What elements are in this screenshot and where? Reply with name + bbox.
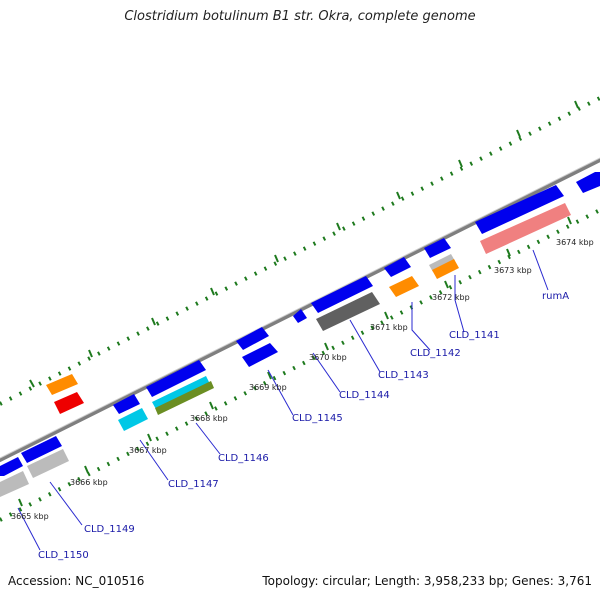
- gray-feature[interactable]: [429, 254, 455, 272]
- scale-label: 3665 kbp: [11, 512, 49, 521]
- inner-tick-ring: [0, 208, 600, 522]
- cds-feature[interactable]: [576, 172, 600, 193]
- scale-label: 3670 kbp: [309, 353, 347, 362]
- forward-strand-features: [0, 172, 600, 476]
- cds-feature[interactable]: [293, 309, 307, 323]
- outer-major-ticks: [29, 100, 579, 388]
- orange-feature[interactable]: [46, 374, 78, 395]
- red-feature[interactable]: [54, 392, 84, 414]
- cds-feature[interactable]: [21, 436, 62, 463]
- scale-label: 3667 kbp: [129, 446, 167, 455]
- gene-label[interactable]: CLD_1146: [218, 453, 269, 464]
- label-leader-lines: [17, 249, 549, 551]
- cds-feature[interactable]: [113, 394, 140, 414]
- scale-label: 3671 kbp: [370, 323, 408, 332]
- scale-labels: 3665 kbp 3666 kbp 3667 kbp 3668 kbp 3669…: [11, 238, 594, 521]
- cds-feature[interactable]: [146, 360, 206, 397]
- gene-label[interactable]: CLD_1143: [378, 370, 429, 381]
- cds-feature[interactable]: [236, 327, 269, 350]
- scale-label: 3668 kbp: [190, 414, 228, 423]
- cds-feature[interactable]: [424, 238, 451, 258]
- gene-label[interactable]: rumA: [542, 291, 569, 302]
- gene-labels: CLD_1150 CLD_1149 CLD_1147 CLD_1146 CLD_…: [38, 291, 569, 561]
- gene-label[interactable]: CLD_1147: [168, 479, 219, 490]
- darkgray-feature[interactable]: [316, 292, 380, 331]
- genome-backbone-highlight: [0, 157, 600, 459]
- other-features: [0, 203, 571, 497]
- cds-feature[interactable]: [242, 343, 278, 367]
- scale-label: 3674 kbp: [556, 238, 594, 247]
- scale-label: 3672 kbp: [432, 293, 470, 302]
- orange-feature[interactable]: [389, 276, 419, 297]
- gray-feature[interactable]: [0, 471, 29, 497]
- gene-label[interactable]: CLD_1144: [339, 390, 390, 401]
- gray-feature[interactable]: [27, 449, 69, 478]
- cds-feature[interactable]: [311, 276, 373, 313]
- map-title: Clostridium botulinum B1 str. Okra, comp…: [124, 9, 476, 24]
- major-ticks: [18, 216, 572, 507]
- pink-feature[interactable]: [480, 203, 571, 254]
- olive-feature[interactable]: [155, 381, 214, 415]
- cds-feature[interactable]: [384, 257, 411, 277]
- gene-label[interactable]: CLD_1141: [449, 330, 500, 341]
- scale-label: 3669 kbp: [249, 383, 287, 392]
- cds-feature[interactable]: [475, 185, 564, 234]
- orange-feature[interactable]: [432, 259, 459, 279]
- accession-text: Accession: NC_010516: [8, 574, 145, 588]
- genome-summary-text: Topology: circular; Length: 3,958,233 bp…: [262, 574, 592, 588]
- cyan-feature[interactable]: [152, 376, 211, 411]
- scale-label: 3673 kbp: [494, 266, 532, 275]
- outer-tick-ring: [0, 96, 600, 406]
- gene-label[interactable]: CLD_1145: [292, 413, 343, 424]
- gene-label[interactable]: CLD_1150: [38, 550, 89, 561]
- cyan-feature[interactable]: [118, 408, 148, 431]
- gene-label[interactable]: CLD_1149: [84, 524, 135, 535]
- cds-feature[interactable]: [0, 457, 23, 476]
- gene-label[interactable]: CLD_1142: [410, 348, 461, 359]
- scale-label: 3666 kbp: [70, 478, 108, 487]
